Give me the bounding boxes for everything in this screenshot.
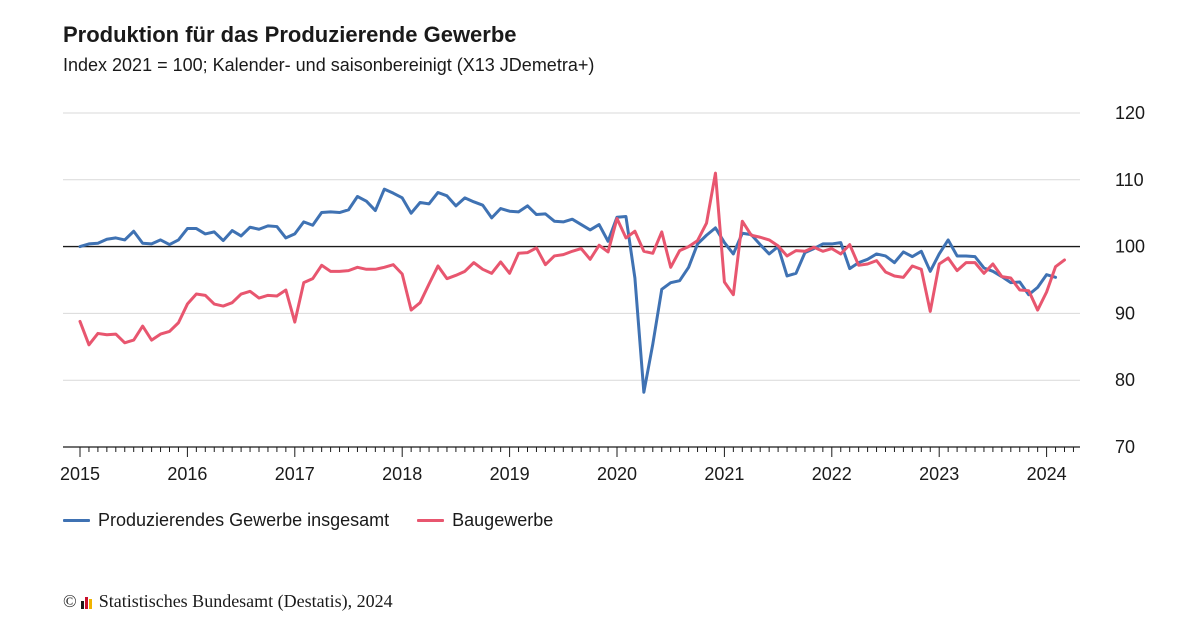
x-tick-label: 2017 (275, 464, 315, 484)
y-tick-label: 120 (1115, 103, 1145, 123)
x-tick-label: 2016 (167, 464, 207, 484)
legend: Produzierendes Gewerbe insgesamt Baugewe… (63, 510, 581, 531)
series-lines (78, 171, 1066, 394)
legend-item-produzierendes-gewerbe: Produzierendes Gewerbe insgesamt (63, 510, 389, 531)
x-tick-label: 2023 (919, 464, 959, 484)
copyright-symbol: © (63, 591, 77, 611)
x-tick-label: 2018 (382, 464, 422, 484)
y-tick-label: 80 (1115, 370, 1135, 390)
legend-label: Baugewerbe (452, 510, 554, 530)
series-line-baugewerbe (78, 171, 1066, 347)
chart-title: Produktion für das Produzierende Gewerbe (63, 22, 517, 47)
destatis-logo-icon (80, 595, 93, 609)
legend-item-baugewerbe: Baugewerbe (417, 510, 553, 531)
chart-subtitle: Index 2021 = 100; Kalender- und saisonbe… (63, 55, 595, 75)
source-footer: © Statistisches Bundesamt (Destatis), 20… (63, 591, 393, 612)
x-tick-label: 2021 (704, 464, 744, 484)
x-tick-label: 2015 (60, 464, 100, 484)
grid-lines (63, 112, 1080, 381)
series-line-produzierendes-gewerbe (78, 187, 1058, 394)
legend-swatch (63, 519, 90, 522)
x-axis: 2015 2016 2017 2018 2019 2020 2021 2022 2023 2024 (60, 446, 1080, 484)
legend-swatch (417, 519, 445, 522)
y-axis-tick-labels: 70 80 90 100 110 120 (1115, 103, 1145, 457)
y-tick-label: 110 (1115, 170, 1144, 190)
y-tick-label: 70 (1115, 437, 1135, 457)
y-tick-label: 90 (1115, 303, 1135, 323)
y-tick-label: 100 (1115, 237, 1145, 257)
x-tick-label: 2020 (597, 464, 637, 484)
x-tick-label: 2019 (490, 464, 530, 484)
x-tick-label: 2022 (812, 464, 852, 484)
x-tick-label: 2024 (1027, 464, 1067, 484)
source-text: Statistisches Bundesamt (Destatis), 2024 (98, 591, 393, 611)
legend-label: Produzierendes Gewerbe insgesamt (98, 510, 390, 530)
